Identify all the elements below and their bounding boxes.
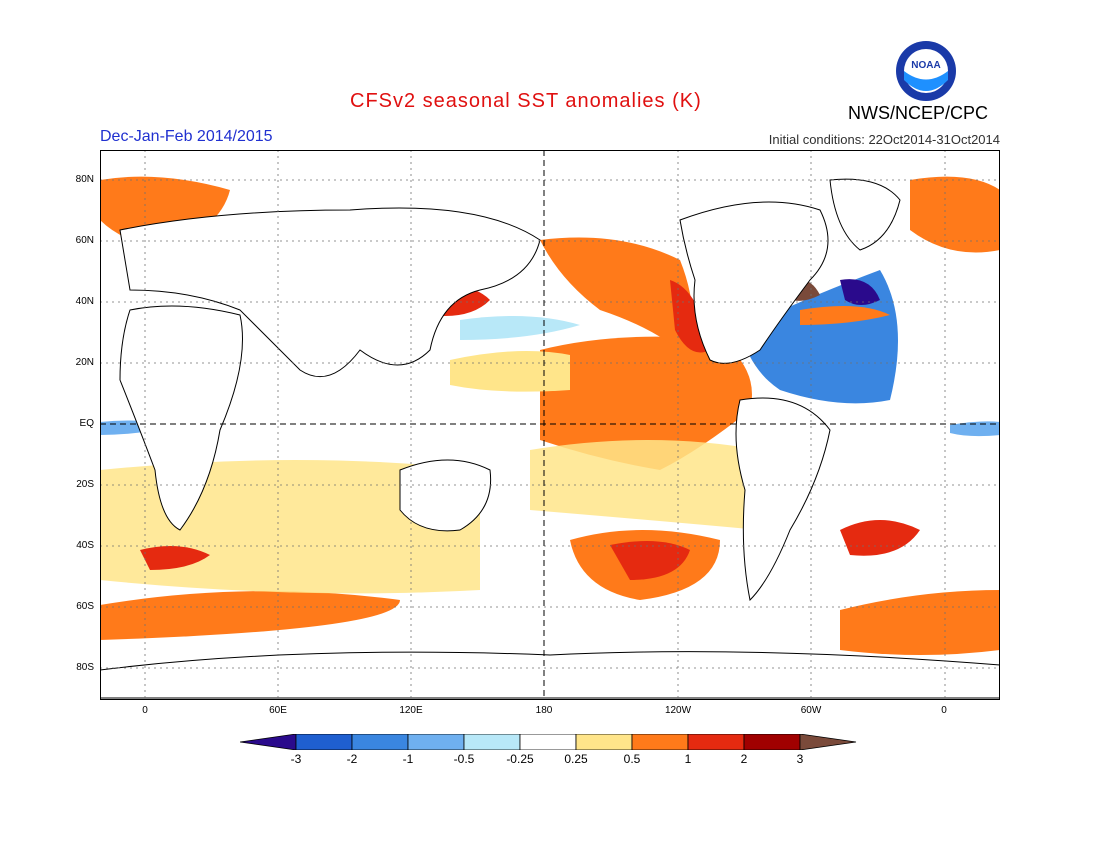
lon-label-60e: 60E [269,705,287,716]
noaa-logo: NOAA [896,41,956,101]
colorbar-label-neg1: -1 [402,752,414,766]
colorbar-swatch-below-neg3 [240,734,297,750]
anomaly-warm-southern-indian [100,591,400,640]
colorbar-swatch-above-3 [799,734,857,750]
colorbar-label-2: 2 [740,752,748,766]
lat-label-40n: 40N [75,296,94,307]
colorbar-label-1: 1 [684,752,692,766]
lat-label-20n: 20N [75,357,94,368]
colorbar-swatch-7 [631,734,689,750]
lon-label-180: 180 [535,705,553,716]
season-label: Dec-Jan-Feb 2014/2015 [100,128,273,145]
anomaly-warm-southern-atlantic [840,590,1000,655]
lat-label-60n: 60N [75,235,94,246]
colorbar-label-3: 3 [796,752,804,766]
continent-australia [399,459,492,532]
anomaly-warm-north-pacific [540,237,694,360]
lon-label-0-east: 0 [941,705,947,716]
lat-label-80n: 80N [75,174,94,185]
lat-label-60s: 60S [76,601,94,612]
agency-label: NWS/NCEP/CPC [848,103,989,123]
anomaly-strong-cool-north-atlantic [840,279,880,305]
colorbar-swatch-6 [575,734,633,750]
colorbar-swatch-2 [351,734,409,750]
continent-greenland [829,178,901,251]
anomaly-warm-gulf-stream-band [800,306,890,325]
continents [100,178,1000,699]
anomaly-warm-pacific [540,336,752,470]
lat-label-40s: 40S [76,540,94,551]
anomaly-warm-nordic-seas-east [910,176,1000,253]
logo-text: NOAA [911,60,940,71]
continent-africa [119,305,243,531]
continent-eurasia [119,207,541,378]
colorbar-swatch-3 [407,734,465,750]
anomaly-cool-nw-pacific [460,316,580,340]
colorbar-label-neg3: -3 [290,752,302,766]
lon-label-120e: 120E [399,705,423,716]
initial-conditions-label: Initial conditions: 22Oct2014-31Oct2014 [768,132,1000,147]
colorbar-label-0-25: 0.25 [564,752,588,766]
anomaly-strong-warm-south-pacific [610,541,690,580]
anomaly-cool-equatorial-atlantic-east [950,421,1000,437]
colorbar-swatch-5 [519,734,577,750]
colorbar-swatch-1 [295,734,353,750]
lat-label-eq: EQ [79,418,94,429]
lon-label-60w: 60W [800,705,822,716]
anomaly-warm-south-atlantic [840,520,920,556]
colorbar-label-0-5: 0.5 [623,752,641,766]
lon-label-0-west: 0 [142,705,148,716]
anomaly-weak-warm-south-pacific [530,440,760,530]
anomaly-weak-warm-west-pacific [450,351,570,392]
anomaly-warm-agulhas [140,546,210,570]
lat-label-80s: 80S [76,662,94,673]
colorbar-swatch-4 [463,734,521,750]
colorbar-swatch-9 [743,734,801,750]
colorbar [240,734,857,750]
continent-antarctica [100,651,1000,699]
map-title: CFSv2 seasonal SST anomalies (K) [350,90,702,112]
colorbar-label-neg2: -2 [346,752,358,766]
colorbar-label-neg0-5: -0.5 [453,752,475,766]
lon-label-120w: 120W [664,705,692,716]
anomaly-fields [100,176,1000,655]
continent-north-america [679,201,829,364]
lat-label-20s: 20S [76,479,94,490]
gridlines [100,150,1000,700]
colorbar-swatch-8 [687,734,745,750]
colorbar-label-neg0-25: -0.25 [506,752,534,766]
sst-anomaly-map [100,150,1000,700]
